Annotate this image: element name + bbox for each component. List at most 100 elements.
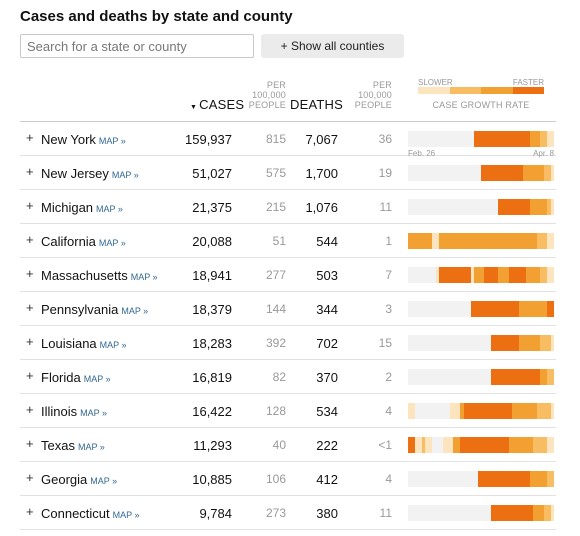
- table-row[interactable]: + New York MAP » 159,937 815 7,067 36 Feb. 26 Ap…: [20, 122, 556, 158]
- state-name[interactable]: New Jersey MAP »: [41, 166, 139, 181]
- expand-icon[interactable]: +: [26, 504, 34, 519]
- growth-day-cell: [429, 335, 432, 351]
- per-100k-deaths-value: 2: [385, 370, 392, 384]
- state-name[interactable]: Massachusetts MAP »: [41, 268, 158, 283]
- growth-day-cell: [491, 233, 495, 249]
- growth-day-cell: [418, 199, 422, 215]
- growth-day-cell: [505, 165, 509, 181]
- state-name[interactable]: California MAP »: [41, 234, 126, 249]
- growth-day-cell: [495, 505, 498, 521]
- expand-icon[interactable]: +: [26, 130, 34, 145]
- per-100k-cases-value: 815: [265, 132, 286, 146]
- growth-rate-bar: [408, 403, 554, 419]
- growth-day-cell: [457, 505, 460, 521]
- map-link[interactable]: MAP »: [111, 170, 139, 180]
- growth-day-cell: [411, 199, 415, 215]
- state-name[interactable]: Illinois MAP »: [41, 404, 107, 419]
- table-row[interactable]: + Louisiana MAP » 18,283 392 702 15: [20, 326, 556, 360]
- state-name[interactable]: New York MAP »: [41, 132, 126, 147]
- expand-icon[interactable]: +: [26, 232, 34, 247]
- growth-day-cell: [509, 335, 512, 351]
- growth-day-cell: [540, 369, 544, 385]
- map-link[interactable]: MAP »: [80, 408, 107, 418]
- table-row[interactable]: + Connecticut MAP » 9,784 273 380 11: [20, 496, 556, 530]
- growth-day-cell: [502, 369, 505, 385]
- growth-day-cell: [547, 403, 551, 419]
- table-row[interactable]: + Pennsylvania MAP » 18,379 144 344 3: [20, 292, 556, 326]
- map-link[interactable]: MAP »: [99, 340, 127, 350]
- growth-day-cell: [495, 403, 498, 419]
- table-row[interactable]: + Texas MAP » 11,293 40 222 <1: [20, 428, 556, 462]
- table-row[interactable]: + New Jersey MAP » 51,027 575 1,700 19: [20, 156, 556, 190]
- growth-day-cell: [467, 301, 471, 317]
- show-all-counties-button[interactable]: + Show all counties: [261, 34, 404, 58]
- table-row[interactable]: + Illinois MAP » 16,422 128 534 4: [20, 394, 556, 428]
- growth-day-cell: [509, 471, 512, 487]
- growth-day-cell: [415, 437, 418, 453]
- per-100k-cases-header[interactable]: PER 100,000 PEOPLE: [248, 80, 286, 110]
- map-link[interactable]: MAP »: [98, 238, 126, 248]
- expand-icon[interactable]: +: [26, 402, 34, 417]
- growth-day-cell: [429, 369, 432, 385]
- growth-day-cell: [460, 199, 464, 215]
- state-name[interactable]: Michigan MAP »: [41, 200, 123, 215]
- growth-day-cell: [547, 369, 551, 385]
- expand-icon[interactable]: +: [26, 470, 34, 485]
- table-row[interactable]: + Michigan MAP » 21,375 215 1,076 11: [20, 190, 556, 224]
- growth-day-cell: [425, 165, 429, 181]
- expand-icon[interactable]: +: [26, 436, 34, 451]
- end-date-label: Apr. 8: [533, 149, 554, 158]
- growth-day-cell: [523, 369, 526, 385]
- state-name[interactable]: Florida MAP »: [41, 370, 111, 385]
- map-link[interactable]: MAP »: [121, 306, 149, 316]
- map-link[interactable]: MAP »: [98, 136, 126, 146]
- growth-day-cell: [443, 301, 446, 317]
- table-row[interactable]: + Georgia MAP » 10,885 106 412 4: [20, 462, 556, 496]
- growth-day-cell: [537, 233, 540, 249]
- growth-day-cell: [446, 165, 450, 181]
- cases-value: 159,937: [185, 132, 232, 147]
- state-name[interactable]: Georgia MAP »: [41, 472, 117, 487]
- growth-day-cell: [523, 471, 526, 487]
- growth-day-cell: [439, 301, 443, 317]
- expand-icon[interactable]: +: [26, 266, 34, 281]
- map-link[interactable]: MAP »: [96, 204, 123, 214]
- map-link[interactable]: MAP »: [130, 272, 158, 282]
- map-link[interactable]: MAP »: [90, 476, 118, 486]
- state-name[interactable]: Texas MAP »: [41, 438, 105, 453]
- growth-day-cell: [429, 301, 432, 317]
- table-row[interactable]: + Florida MAP » 16,819 82 370 2: [20, 360, 556, 394]
- state-name[interactable]: Connecticut MAP »: [41, 506, 140, 521]
- deaths-column-header[interactable]: DEATHS: [290, 97, 343, 112]
- growth-day-cell: [505, 233, 509, 249]
- expand-icon[interactable]: +: [26, 164, 34, 179]
- cases-column-header[interactable]: ▼ CASES: [190, 98, 244, 113]
- table-row[interactable]: + Massachusetts MAP » 18,941 277 503 7: [20, 258, 556, 292]
- map-link[interactable]: MAP »: [77, 442, 105, 452]
- growth-day-cell: [551, 437, 554, 453]
- growth-day-cell: [491, 403, 495, 419]
- expand-icon[interactable]: +: [26, 334, 34, 349]
- growth-day-cell: [450, 165, 453, 181]
- expand-icon[interactable]: +: [26, 300, 34, 315]
- state-name[interactable]: Pennsylvania MAP »: [41, 302, 148, 317]
- growth-day-cell: [418, 131, 422, 147]
- growth-day-cell: [478, 505, 481, 521]
- growth-day-cell: [460, 301, 464, 317]
- expand-icon[interactable]: +: [26, 368, 34, 383]
- growth-day-cell: [537, 369, 540, 385]
- map-link[interactable]: MAP »: [83, 374, 111, 384]
- growth-day-cell: [544, 471, 547, 487]
- table-row[interactable]: + California MAP » 20,088 51 544 1: [20, 224, 556, 258]
- map-link[interactable]: MAP »: [112, 510, 140, 520]
- growth-day-cell: [471, 233, 474, 249]
- growth-day-cell: [436, 471, 439, 487]
- growth-day-cell: [453, 267, 457, 283]
- growth-day-cell: [526, 199, 530, 215]
- state-name[interactable]: Louisiana MAP »: [41, 336, 127, 351]
- search-input[interactable]: [20, 34, 254, 58]
- expand-icon[interactable]: +: [26, 198, 34, 213]
- growth-day-cell: [537, 267, 540, 283]
- per-100k-deaths-header[interactable]: PER 100,000 PEOPLE: [354, 80, 392, 110]
- growth-day-cell: [540, 335, 544, 351]
